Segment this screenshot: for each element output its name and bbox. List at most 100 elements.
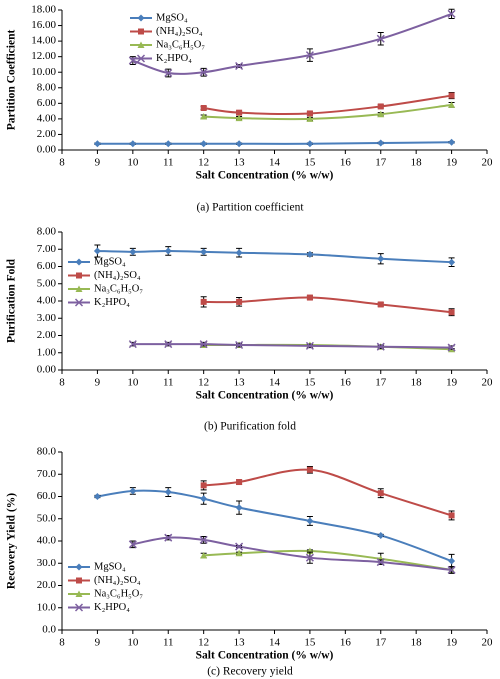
marker <box>448 101 456 108</box>
marker <box>377 531 385 539</box>
x-axis-title: Salt Concentration (% w/w) <box>196 390 334 402</box>
x-tick-label: 12 <box>198 637 209 649</box>
chart: 0.00 2.00 4.00 6.00 8.00 10.00 12.00 14.00 16.00… <box>6 4 493 214</box>
legend-marker <box>137 14 145 22</box>
legend-label: MgSO₄ <box>94 256 126 267</box>
x-tick-label: 11 <box>163 377 174 389</box>
x-tick-label: 10 <box>127 637 139 649</box>
marker <box>200 248 208 256</box>
x-tick-label: 8 <box>59 637 65 649</box>
legend-marker <box>136 54 146 63</box>
x-tick-label: 18 <box>411 637 423 649</box>
x-tick-label: 11 <box>163 637 174 649</box>
x-tick-label: 18 <box>411 377 423 389</box>
legend-label: K₂HPO₄ <box>94 297 130 308</box>
legend-label: K₂HPO₄ <box>94 602 130 613</box>
legend-label: MgSO₄ <box>156 12 188 23</box>
marker <box>129 487 137 495</box>
marker <box>377 110 385 118</box>
x-tick-label: 15 <box>304 637 316 649</box>
y-tick-label: 60.0 <box>37 490 57 502</box>
marker <box>306 466 313 473</box>
legend-label: (NH₄)₂SO₄ <box>94 575 141 586</box>
marker <box>377 301 384 308</box>
x-tick-label: 17 <box>375 377 387 389</box>
y-tick-label: 50.0 <box>37 512 57 524</box>
marker <box>447 9 456 18</box>
y-tick-label: 12.00 <box>31 50 56 62</box>
y-tick-label: 14.00 <box>31 35 56 47</box>
marker <box>164 68 173 78</box>
y-tick-label: 2.00 <box>37 329 57 341</box>
marker <box>305 553 314 562</box>
y-tick-label: 0.00 <box>37 144 57 156</box>
x-tick-label: 14 <box>269 637 281 649</box>
x-tick-label: 10 <box>127 377 139 389</box>
marker <box>235 542 244 551</box>
y-tick-label: 18.00 <box>31 4 56 16</box>
marker <box>199 68 208 77</box>
y-tick-label: 8.00 <box>37 226 57 238</box>
legend-label: MgSO₄ <box>94 561 126 572</box>
marker <box>93 247 101 255</box>
marker <box>306 110 313 117</box>
legend-label: (NH₄)₂SO₄ <box>156 26 203 37</box>
marker <box>236 109 243 116</box>
x-tick-label: 12 <box>198 377 209 389</box>
y-tick-label: 80.0 <box>37 446 57 458</box>
x-tick-label: 20 <box>482 377 494 389</box>
marker <box>377 490 384 497</box>
y-tick-label: 70.0 <box>37 468 57 480</box>
marker <box>306 250 314 258</box>
y-tick-label: 2.00 <box>37 128 57 140</box>
marker <box>200 113 208 120</box>
marker <box>448 92 455 99</box>
y-tick-label: 5.00 <box>37 277 57 289</box>
marker <box>199 535 208 544</box>
marker <box>448 512 455 519</box>
x-tick-label: 14 <box>269 157 281 169</box>
legend-marker <box>75 285 83 292</box>
y-tick-label: 40.0 <box>37 535 57 547</box>
legend-marker <box>74 298 84 307</box>
x-tick-label: 9 <box>95 157 101 169</box>
marker <box>448 258 456 266</box>
y-tick-label: 0.0 <box>42 624 56 636</box>
legend-label: K₂HPO₄ <box>156 53 192 64</box>
marker <box>376 342 385 351</box>
y-tick-label: 7.00 <box>37 243 57 255</box>
legend-marker <box>137 41 145 48</box>
legend-marker <box>75 563 83 571</box>
marker <box>199 340 208 349</box>
marker <box>93 493 101 500</box>
marker <box>306 517 314 525</box>
marker <box>93 140 101 148</box>
marker <box>236 298 243 305</box>
y-tick-label: 4.00 <box>37 112 57 124</box>
y-tick-label: 8.00 <box>37 81 57 93</box>
y-axis-title: Purification Fold <box>6 258 18 343</box>
x-tick-label: 13 <box>234 157 246 169</box>
x-tick-label: 15 <box>304 157 316 169</box>
y-tick-label: 0.00 <box>37 364 57 376</box>
legend-marker <box>76 577 82 584</box>
chart: 0.00 1.00 2.00 3.00 4.00 5.00 6.00 7.00 8.00 8 9 10… <box>6 226 493 433</box>
marker <box>376 558 385 567</box>
y-tick-label: 6.00 <box>37 97 57 109</box>
x-tick-label: 13 <box>234 637 246 649</box>
marker <box>305 51 314 60</box>
y-tick-label: 3.00 <box>37 312 57 324</box>
x-tick-label: 19 <box>446 157 458 169</box>
legend-marker <box>74 603 84 612</box>
marker <box>377 103 384 110</box>
legend-label: Na₃C₆H₅O₇ <box>94 283 143 294</box>
y-tick-label: 10.00 <box>31 66 56 78</box>
x-axis-title: Salt Concentration (% w/w) <box>196 170 334 182</box>
marker <box>128 340 137 349</box>
y-tick-label: 16.00 <box>31 19 56 31</box>
x-tick-label: 8 <box>59 377 65 389</box>
x-tick-label: 15 <box>304 377 316 389</box>
marker <box>235 140 243 148</box>
legend-marker <box>138 28 144 35</box>
